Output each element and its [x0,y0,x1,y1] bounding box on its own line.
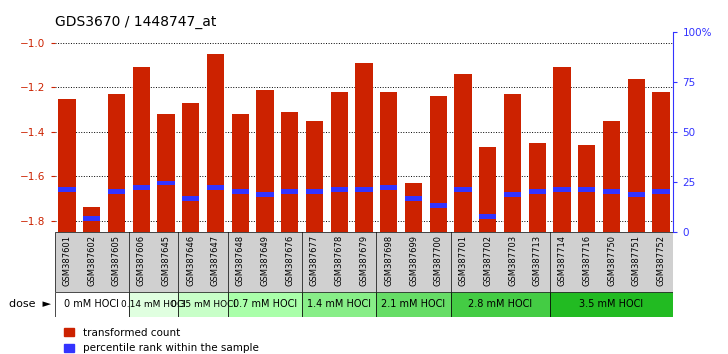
Bar [451,292,550,317]
Text: GSM387713: GSM387713 [533,235,542,286]
Bar [207,185,224,190]
Text: GSM387602: GSM387602 [87,235,96,286]
Bar [132,185,150,190]
Bar [83,216,100,221]
Bar [302,292,376,317]
Text: 0 mM HOCl: 0 mM HOCl [64,299,119,309]
Bar [232,189,249,194]
Text: GDS3670 / 1448747_at: GDS3670 / 1448747_at [55,16,216,29]
Bar [430,203,447,208]
Text: GSM387752: GSM387752 [657,235,665,286]
Bar [132,67,150,232]
Text: GSM387647: GSM387647 [211,235,220,286]
Bar [376,292,451,317]
Text: GSM387700: GSM387700 [434,235,443,286]
Bar [182,103,199,232]
Bar [529,143,546,232]
Bar [603,121,620,232]
Bar [331,187,348,192]
Bar [553,67,571,232]
Text: GSM387702: GSM387702 [483,235,492,286]
Text: GSM387648: GSM387648 [236,235,245,286]
Bar [228,292,302,317]
Bar [256,90,274,232]
Bar [58,98,76,232]
Bar [281,112,298,232]
Text: GSM387676: GSM387676 [285,235,294,286]
Text: GSM387751: GSM387751 [632,235,641,286]
Text: GSM387645: GSM387645 [162,235,170,286]
Bar [232,114,249,232]
Bar [430,96,447,232]
Bar [157,181,175,185]
Text: GSM387703: GSM387703 [508,235,517,286]
Bar [182,196,199,201]
Bar [256,192,274,196]
Text: 0.35 mM HOCl: 0.35 mM HOCl [170,300,236,309]
Text: dose  ►: dose ► [9,299,51,309]
Bar [355,63,373,232]
Bar [553,187,571,192]
Bar [157,114,175,232]
Bar [479,214,496,219]
Text: 0.14 mM HOCl: 0.14 mM HOCl [121,300,186,309]
Bar [504,94,521,232]
Text: GSM387750: GSM387750 [607,235,616,286]
Legend: transformed count, percentile rank within the sample: transformed count, percentile rank withi… [60,324,263,354]
Text: GSM387646: GSM387646 [186,235,195,286]
Bar [652,92,670,232]
Text: GSM387699: GSM387699 [409,235,418,286]
Bar [83,207,100,232]
Bar [207,54,224,232]
Text: 3.5 mM HOCl: 3.5 mM HOCl [579,299,644,309]
Text: GSM387677: GSM387677 [310,235,319,286]
Text: GSM387679: GSM387679 [360,235,368,286]
Bar [652,189,670,194]
Text: GSM387606: GSM387606 [137,235,146,286]
Bar [529,189,546,194]
Text: GSM387701: GSM387701 [459,235,467,286]
Bar [306,189,323,194]
Bar [454,74,472,232]
Bar [405,183,422,232]
Bar [628,79,645,232]
Bar [331,92,348,232]
Bar [479,147,496,232]
Text: GSM387601: GSM387601 [63,235,71,286]
Bar [58,187,76,192]
Bar [405,196,422,201]
Bar [129,292,178,317]
Bar [281,189,298,194]
Bar [178,292,228,317]
Bar [108,94,125,232]
Bar [355,187,373,192]
Bar [380,92,397,232]
Bar [603,189,620,194]
Bar [578,187,596,192]
Bar [454,187,472,192]
Text: 1.4 mM HOCl: 1.4 mM HOCl [307,299,371,309]
Bar [55,292,129,317]
Text: GSM387649: GSM387649 [261,235,269,286]
Text: 2.8 mM HOCl: 2.8 mM HOCl [468,299,532,309]
Bar [550,292,673,317]
Bar [108,189,125,194]
Text: 0.7 mM HOCl: 0.7 mM HOCl [233,299,297,309]
Text: 2.1 mM HOCl: 2.1 mM HOCl [381,299,446,309]
Text: GSM387678: GSM387678 [335,235,344,286]
Text: GSM387714: GSM387714 [558,235,566,286]
Bar [306,121,323,232]
Bar [628,192,645,196]
Text: GSM387716: GSM387716 [582,235,591,286]
Bar [578,145,596,232]
Text: GSM387605: GSM387605 [112,235,121,286]
Bar [380,185,397,190]
Bar [504,192,521,196]
Text: GSM387698: GSM387698 [384,235,393,286]
